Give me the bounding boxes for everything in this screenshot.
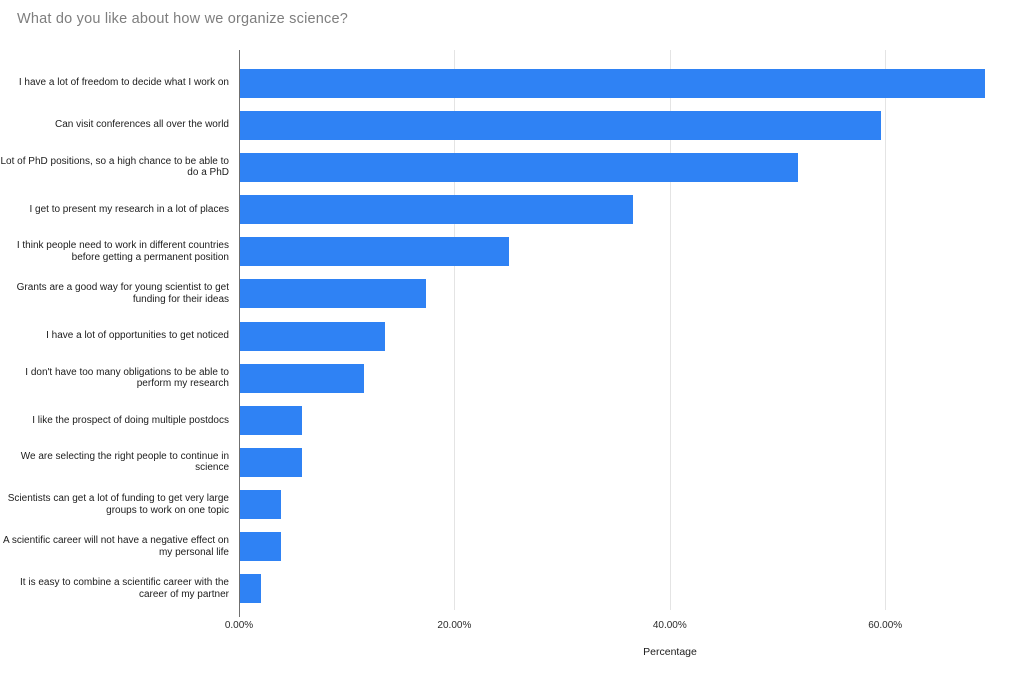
bar-row xyxy=(240,104,1008,146)
category-label-4: I think people need to work in different… xyxy=(0,231,234,273)
bar-7[interactable] xyxy=(240,363,365,393)
category-label-text: I think people need to work in different… xyxy=(16,240,229,263)
category-label-text: Lot of PhD positions, so a high chance t… xyxy=(0,155,230,179)
category-label-text: A scientific career will not have a nega… xyxy=(2,535,229,558)
category-label-3: I get to present my research in a lot of… xyxy=(0,188,234,230)
bar-row xyxy=(240,273,1008,315)
category-label-9: We are selecting the right people to con… xyxy=(0,441,234,483)
category-label-text: It is easy to combine a scientific caree… xyxy=(20,577,229,600)
bar-row xyxy=(240,62,1008,104)
x-tick-label-40.00%: 40.00% xyxy=(652,620,687,631)
x-tick-label-20.00%: 20.00% xyxy=(437,620,472,631)
bar-1[interactable] xyxy=(240,110,882,140)
bar-10[interactable] xyxy=(240,490,282,520)
category-label-text: Scientists can get a lot of funding to g… xyxy=(7,493,229,516)
gridline-20 xyxy=(454,50,456,610)
bar-row xyxy=(240,231,1008,273)
bar-0[interactable] xyxy=(240,68,985,98)
bar-5[interactable] xyxy=(240,279,427,309)
x-axis-tick-labels: 0.00% 20.00% 40.00% 60.00% xyxy=(225,620,1008,633)
bar-row xyxy=(240,484,1008,526)
bars-group xyxy=(240,62,1008,610)
bar-12[interactable] xyxy=(240,574,261,604)
category-label-7: I don't have too many obligations to be … xyxy=(0,357,234,399)
category-label-text: Grants are a good way for young scientis… xyxy=(16,282,229,305)
category-label-text: Can visit conferences all over the world xyxy=(55,119,229,131)
category-label-5: Grants are a good way for young scientis… xyxy=(0,273,234,315)
category-label-12: It is easy to combine a scientific caree… xyxy=(0,568,234,610)
x-tick-label-0.00%: 0.00% xyxy=(224,620,254,631)
bar-6[interactable] xyxy=(240,321,385,351)
category-label-0: I have a lot of freedom to decide what I… xyxy=(0,62,234,104)
category-label-1: Can visit conferences all over the world xyxy=(0,104,234,146)
category-label-text: We are selecting the right people to con… xyxy=(20,450,229,474)
bar-row xyxy=(240,188,1008,230)
category-label-2: Lot of PhD positions, so a high chance t… xyxy=(0,146,234,188)
bar-row xyxy=(240,357,1008,399)
category-label-text: I get to present my research in a lot of… xyxy=(29,203,229,215)
x-axis-title: Percentage xyxy=(643,646,697,658)
gridline-40 xyxy=(669,50,671,610)
x-tick-label-60.00%: 60.00% xyxy=(868,620,903,631)
bar-2[interactable] xyxy=(240,152,799,182)
bar-9[interactable] xyxy=(240,447,303,477)
category-label-10: Scientists can get a lot of funding to g… xyxy=(0,484,234,526)
gridline-60 xyxy=(885,50,887,610)
bar-4[interactable] xyxy=(240,237,509,267)
bar-row xyxy=(240,568,1008,610)
category-label-8: I like the prospect of doing multiple po… xyxy=(0,399,234,441)
category-label-6: I have a lot of opportunities to get not… xyxy=(0,315,234,357)
category-label-column: I have a lot of freedom to decide what I… xyxy=(0,62,234,610)
bar-3[interactable] xyxy=(240,195,634,225)
category-label-11: A scientific career will not have a nega… xyxy=(0,526,234,568)
bar-row xyxy=(240,526,1008,568)
category-label-text: I don't have too many obligations to be … xyxy=(25,366,229,390)
bar-row xyxy=(240,315,1008,357)
y-axis-line xyxy=(239,50,240,617)
bar-8[interactable] xyxy=(240,405,303,435)
category-label-text: I like the prospect of doing multiple po… xyxy=(32,414,229,426)
category-label-text: I have a lot of freedom to decide what I… xyxy=(18,77,229,89)
chart-title: What do you like about how we organize s… xyxy=(17,11,349,27)
bar-row xyxy=(240,399,1008,441)
bar-row xyxy=(240,441,1008,483)
plot-area xyxy=(239,50,1008,617)
category-label-text: I have a lot of opportunities to get not… xyxy=(46,330,229,342)
bar-row xyxy=(240,146,1008,188)
bar-11[interactable] xyxy=(240,532,282,562)
